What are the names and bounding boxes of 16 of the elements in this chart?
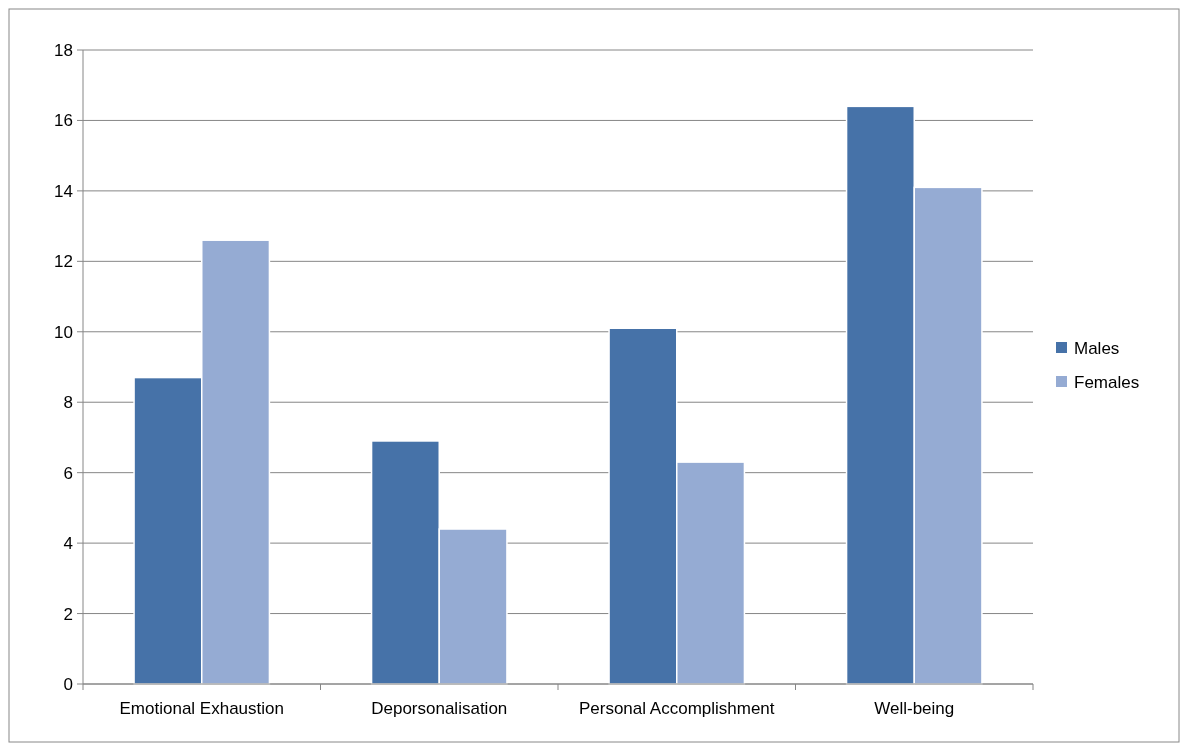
- legend-label: Females: [1074, 372, 1140, 392]
- y-tick-label: 4: [63, 534, 73, 554]
- y-tick-label: 10: [54, 322, 73, 342]
- x-tick-label: Deporsonalisation: [371, 699, 508, 718]
- x-tick-label: Emotional Exhaustion: [119, 699, 284, 718]
- x-tick-label: Personal Accomplishment: [578, 699, 775, 718]
- y-tick-label: 14: [54, 181, 73, 201]
- y-tick-label: 8: [63, 393, 73, 413]
- y-tick-label: 12: [54, 252, 73, 272]
- legend-label: Males: [1074, 338, 1120, 358]
- y-tick-label: 0: [63, 674, 73, 694]
- y-tick-label: 16: [54, 111, 73, 131]
- y-tick-label: 2: [63, 604, 73, 624]
- y-tick-label: 18: [54, 40, 73, 60]
- y-tick-label: 6: [63, 463, 73, 483]
- x-tick-label: Well-being: [874, 699, 955, 718]
